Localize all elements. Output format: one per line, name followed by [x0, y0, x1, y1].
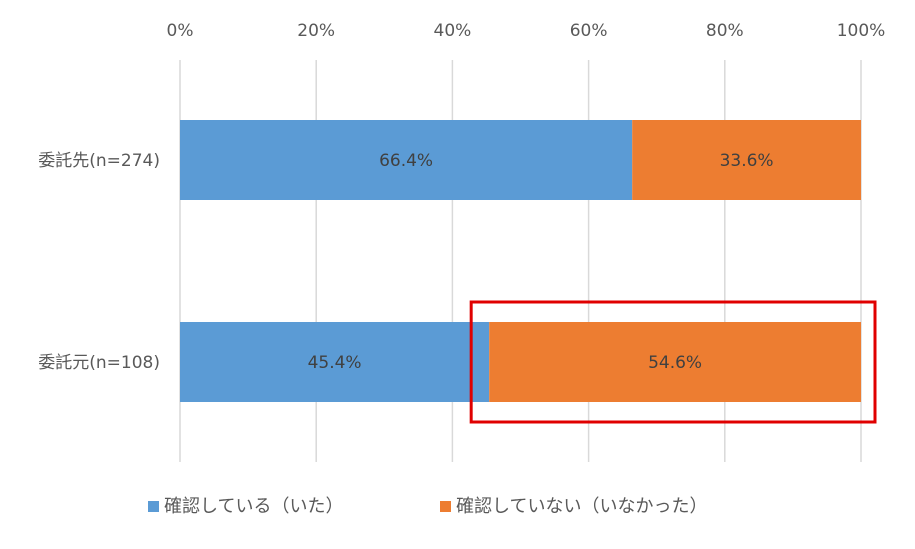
x-tick-label: 0% [167, 21, 194, 41]
x-tick-label: 60% [570, 21, 608, 41]
bar-segment [489, 322, 861, 402]
legend: 確認している（いた） 確認していない（いなかった） [148, 496, 707, 517]
legend-label: 確認している（いた） [164, 496, 343, 517]
category-label: 委託先(n=274) [38, 151, 160, 171]
bars: 66.4% 33.6% 45.4% 54.6% [180, 120, 861, 402]
x-tick-label: 100% [837, 21, 886, 41]
x-tick-label: 40% [434, 21, 472, 41]
data-label: 33.6% [720, 151, 774, 171]
category-labels: 委託先(n=274) 委託元(n=108) [38, 151, 160, 373]
legend-swatch [148, 501, 159, 512]
x-tick-label: 20% [297, 21, 335, 41]
bar-segment [632, 120, 861, 200]
legend-swatch [440, 501, 451, 512]
bar-segment [180, 120, 633, 200]
highlight-box [469, 300, 877, 424]
bar-segment [180, 322, 490, 402]
x-tick-label: 80% [706, 21, 744, 41]
data-label: 66.4% [379, 151, 433, 171]
data-label: 54.6% [648, 353, 702, 373]
legend-label: 確認していない（いなかった） [456, 496, 707, 517]
x-axis-tick-labels: 0% 20% 40% 60% 80% 100% [167, 21, 886, 41]
category-label: 委託元(n=108) [38, 353, 160, 373]
data-label: 45.4% [308, 353, 362, 373]
